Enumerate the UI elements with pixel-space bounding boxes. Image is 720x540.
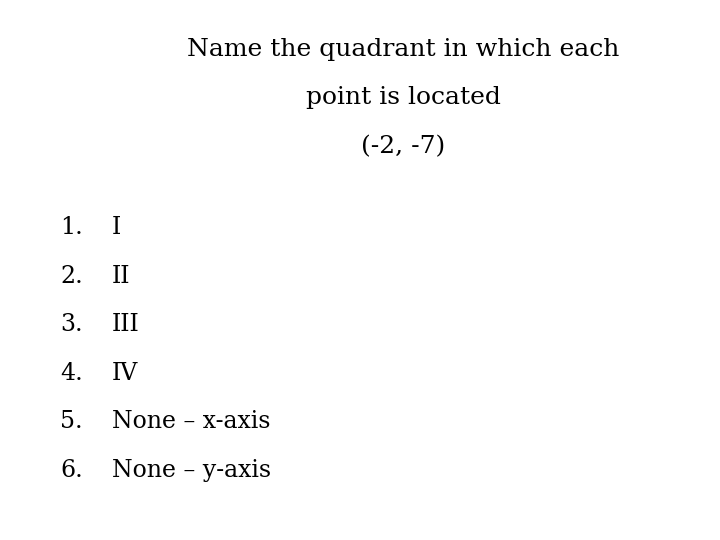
Text: Name the quadrant in which each: Name the quadrant in which each <box>187 38 619 61</box>
Text: 3.: 3. <box>60 313 83 336</box>
Text: (-2, -7): (-2, -7) <box>361 135 446 158</box>
Text: 6.: 6. <box>60 459 83 482</box>
Text: II: II <box>112 265 130 288</box>
Text: 1.: 1. <box>60 216 83 239</box>
Text: 4.: 4. <box>60 362 83 385</box>
Text: I: I <box>112 216 121 239</box>
Text: IV: IV <box>112 362 138 385</box>
Text: 5.: 5. <box>60 410 83 434</box>
Text: III: III <box>112 313 140 336</box>
Text: 2.: 2. <box>60 265 83 288</box>
Text: None – x-axis: None – x-axis <box>112 410 270 434</box>
Text: point is located: point is located <box>306 86 500 110</box>
Text: None – y-axis: None – y-axis <box>112 459 271 482</box>
